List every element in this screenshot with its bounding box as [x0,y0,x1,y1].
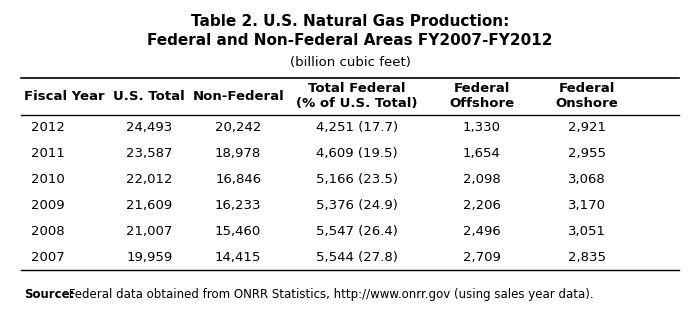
Text: 21,007: 21,007 [126,225,172,238]
Text: Total Federal
(% of U.S. Total): Total Federal (% of U.S. Total) [296,82,417,110]
Text: 2011: 2011 [32,147,65,160]
Text: 2,835: 2,835 [568,251,606,264]
Text: 24,493: 24,493 [126,121,172,134]
Text: 5,544 (27.8): 5,544 (27.8) [316,251,398,264]
Text: 14,415: 14,415 [215,251,261,264]
Text: Federal data obtained from ONRR Statistics, http://www.onrr.gov (using sales yea: Federal data obtained from ONRR Statisti… [65,288,594,301]
Text: Federal
Offshore: Federal Offshore [449,82,514,110]
Text: 5,547 (26.4): 5,547 (26.4) [316,225,398,238]
Text: 4,251 (17.7): 4,251 (17.7) [316,121,398,134]
Text: 19,959: 19,959 [126,251,172,264]
Text: 3,068: 3,068 [568,173,606,186]
Text: 18,978: 18,978 [215,147,261,160]
Text: Non-Federal: Non-Federal [193,90,284,103]
Text: Fiscal Year: Fiscal Year [25,90,105,103]
Text: (billion cubic feet): (billion cubic feet) [290,56,410,69]
Text: 2008: 2008 [32,225,65,238]
Text: 3,051: 3,051 [568,225,606,238]
Text: 1,654: 1,654 [463,147,500,160]
Text: 23,587: 23,587 [126,147,173,160]
Text: 16,846: 16,846 [215,173,261,186]
Text: Table 2. U.S. Natural Gas Production:: Table 2. U.S. Natural Gas Production: [191,14,509,29]
Text: 2009: 2009 [32,199,65,212]
Text: U.S. Total: U.S. Total [113,90,186,103]
Text: 5,166 (23.5): 5,166 (23.5) [316,173,398,186]
Text: 1,330: 1,330 [463,121,500,134]
Text: 16,233: 16,233 [215,199,261,212]
Text: 2,709: 2,709 [463,251,500,264]
Text: 2,955: 2,955 [568,147,606,160]
Text: 2010: 2010 [32,173,65,186]
Text: 2007: 2007 [32,251,65,264]
Text: Federal
Onshore: Federal Onshore [556,82,618,110]
Text: 5,376 (24.9): 5,376 (24.9) [316,199,398,212]
Text: 2,496: 2,496 [463,225,500,238]
Text: Federal and Non-Federal Areas FY2007-FY2012: Federal and Non-Federal Areas FY2007-FY2… [147,33,553,49]
Text: 15,460: 15,460 [215,225,261,238]
Text: 2,098: 2,098 [463,173,500,186]
Text: 2012: 2012 [32,121,65,134]
Text: 22,012: 22,012 [126,173,173,186]
Text: 20,242: 20,242 [215,121,261,134]
Text: 21,609: 21,609 [126,199,172,212]
Text: 3,170: 3,170 [568,199,606,212]
Text: 4,609 (19.5): 4,609 (19.5) [316,147,398,160]
Text: 2,921: 2,921 [568,121,606,134]
Text: 2,206: 2,206 [463,199,500,212]
Text: Source:: Source: [25,288,75,301]
